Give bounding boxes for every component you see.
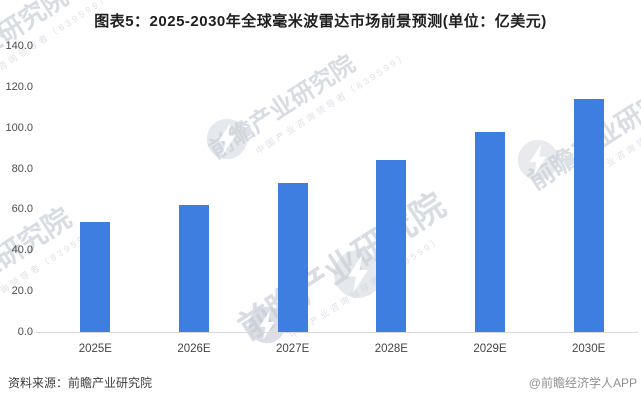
- x-axis-line: [36, 332, 638, 333]
- y-tick-label-60: 60.0: [11, 203, 33, 216]
- y-axis: 0.0 20.0 40.0 60.0 80.0 100.0 120.0 140.0: [0, 0, 33, 402]
- bar-2025E: [80, 221, 111, 332]
- bar-2028E: [376, 160, 407, 332]
- y-tick-label-40: 40.0: [11, 244, 33, 257]
- bar-2027E: [277, 182, 308, 332]
- y-tick-label-20: 20.0: [11, 285, 33, 298]
- x-label-2029E: 2029E: [473, 343, 507, 355]
- y-tick-label-80: 80.0: [11, 162, 33, 175]
- x-label-2025E: 2025E: [78, 343, 112, 355]
- x-axis: 2025E 2026E 2027E 2028E 2029E 2030E: [46, 343, 638, 359]
- chart-title: 图表5：2025-2030年全球毫米波雷达市场前景预测(单位：亿美元): [94, 13, 547, 30]
- y-tick-label-140: 140.0: [5, 40, 33, 52]
- bar-2029E: [475, 131, 505, 332]
- x-label-2027E: 2027E: [276, 343, 310, 355]
- bar-2026E: [179, 205, 209, 332]
- x-label-2030E: 2030E: [572, 343, 606, 355]
- bar-2030E: [573, 99, 604, 332]
- y-tick-label-0: 0.0: [17, 326, 33, 338]
- x-label-2028E: 2028E: [374, 343, 408, 355]
- x-label-2026E: 2026E: [177, 343, 211, 355]
- y-tick-label-120: 120.0: [5, 80, 33, 93]
- credit-note: @前瞻经济学人APP: [528, 376, 637, 390]
- source-note: 资料来源：前瞻产业研究院: [8, 376, 153, 390]
- plot-area: [46, 46, 638, 332]
- y-tick-label-100: 100.0: [5, 121, 33, 134]
